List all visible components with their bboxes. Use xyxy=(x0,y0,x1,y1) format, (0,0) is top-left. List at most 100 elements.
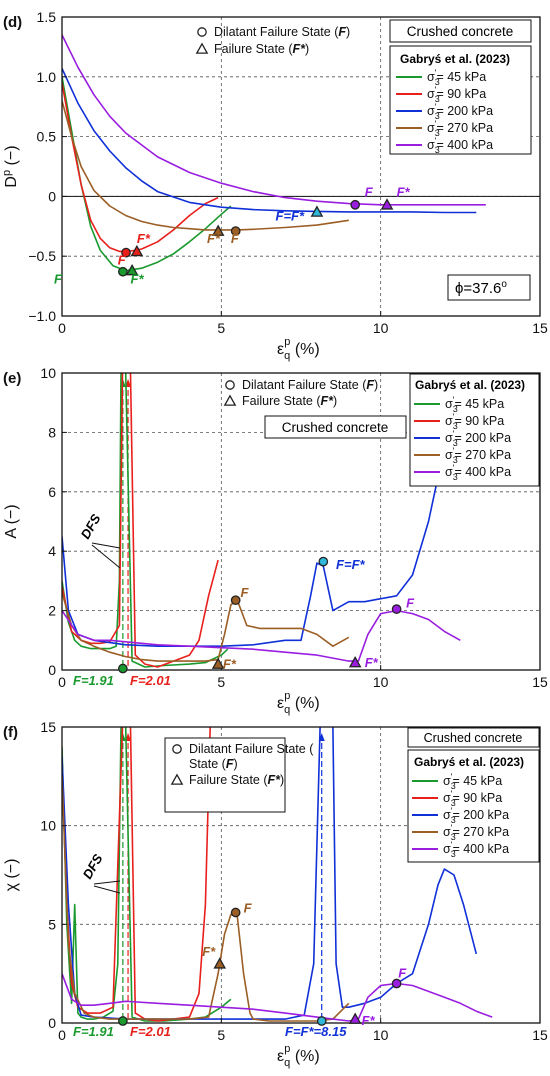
legend-label-s400: σ3'= 400 kPa xyxy=(443,840,509,859)
data-marker-circle xyxy=(118,266,128,277)
legend-fs-close: ) xyxy=(305,42,309,56)
series-line-s45-branch xyxy=(124,727,232,1022)
data-marker-triangle xyxy=(213,957,227,969)
series-line-s400 xyxy=(62,973,493,1022)
marker-annotation: F* xyxy=(137,231,151,246)
phi-sup: o xyxy=(501,279,507,290)
legend-sup: ' xyxy=(451,789,453,799)
legend-fs-sym: F* xyxy=(321,394,335,408)
x-axis-sup: p xyxy=(284,1043,290,1055)
series-line-s270 xyxy=(62,776,350,1022)
data-marker-circle xyxy=(391,978,402,989)
x-axis-sup: p xyxy=(284,336,290,348)
legend-label-s400: σ3'= 400 kPa xyxy=(445,463,511,482)
legend-sup: ' xyxy=(451,772,453,782)
data-marker-circle xyxy=(350,199,361,210)
legend-sigma: σ xyxy=(443,791,451,805)
series-line-s45-branch xyxy=(124,373,229,668)
marker-annotation: F* xyxy=(207,231,221,246)
legend-circle-marker xyxy=(197,27,207,37)
legend-fs-close: ) xyxy=(280,773,284,787)
y-axis-label: Dp (−) xyxy=(1,145,20,187)
x-axis-unit: (%) xyxy=(290,1048,319,1065)
legend-sub: 3 xyxy=(453,404,458,414)
legend-sup: ' xyxy=(453,446,455,456)
dfs-pointer xyxy=(91,542,121,549)
f-value-200: F=F*=8.15 xyxy=(285,1024,347,1039)
legend-dfs-text: Dilatant Failure State ( xyxy=(214,25,339,39)
legend-sigma: σ xyxy=(443,825,451,839)
x-axis-sub: q xyxy=(284,704,290,716)
x-tick-label: 15 xyxy=(532,1027,548,1043)
legend-sup: ' xyxy=(453,429,455,439)
data-marker-triangle xyxy=(211,657,225,669)
legend-value: = 45 kPa xyxy=(436,70,486,84)
legend-fs-text: Failure State ( xyxy=(189,773,268,787)
y-tick-label: 0 xyxy=(48,188,56,204)
legend-value: = 400 kPa xyxy=(452,842,509,856)
data-marker-circle xyxy=(230,226,241,236)
marker-legend-box xyxy=(164,737,286,813)
legend-sigma: σ xyxy=(445,465,453,479)
legend-sub: 3 xyxy=(451,832,456,842)
legend-sigma: σ xyxy=(427,87,435,101)
marker-annotation: F=F* xyxy=(336,557,365,572)
data-marker-circle xyxy=(230,595,241,606)
material-label: Crushed concrete xyxy=(282,420,389,435)
legend-sub: 3 xyxy=(451,815,456,825)
legend-sigma: σ xyxy=(427,104,435,118)
material-label: Crushed concrete xyxy=(407,24,514,39)
y-tick-label: 1.0 xyxy=(37,69,57,85)
series-line-s270 xyxy=(62,100,349,231)
series-line-s200 xyxy=(62,68,477,214)
x-tick-label: 0 xyxy=(58,674,66,690)
legend-sub: 3 xyxy=(435,111,440,121)
legend-sub: 3 xyxy=(451,849,456,859)
legend-sub: 3 xyxy=(453,438,458,448)
legend-box xyxy=(409,373,540,487)
dfs-pointer xyxy=(91,544,121,569)
legend-fs-text: Failure State ( xyxy=(214,42,293,56)
legend-sup: ' xyxy=(435,102,437,112)
legend-value: = 200 kPa xyxy=(436,104,493,118)
marker-annotation: F* xyxy=(223,657,237,672)
panel-letter: (d) xyxy=(3,14,22,31)
y-axis-sup: p xyxy=(1,170,13,176)
legend-title: Gabryś et al. (2023) xyxy=(414,755,524,769)
y-tick-label: 1.5 xyxy=(37,9,57,25)
legend-fs-label: Failure State (F*) xyxy=(214,42,309,56)
x-tick-label: 0 xyxy=(58,320,66,336)
legend-sub: 3 xyxy=(435,128,440,138)
legend-label-s270: σ3'= 270 kPa xyxy=(443,823,509,842)
legend-value: = 400 kPa xyxy=(436,138,493,152)
legend-label-s45: σ3'= 45 kPa xyxy=(443,772,502,791)
legend-sub: 3 xyxy=(451,781,456,791)
series-line-s200 xyxy=(62,476,439,648)
legend-dfs-label: Dilatant Failure State (F) xyxy=(214,25,350,39)
phi-label: ϕ=37.6o xyxy=(455,279,507,297)
material-label: Crushed concrete xyxy=(424,731,523,745)
legend-sub: 3 xyxy=(451,798,456,808)
legend-triangle-marker xyxy=(223,394,237,406)
y-tick-label: −1.0 xyxy=(28,308,56,324)
legend-dfs-label: Dilatant Failure State (F) xyxy=(242,378,378,392)
y-axis-symbol: A (−) xyxy=(3,504,20,538)
legend-sub: 3 xyxy=(435,94,440,104)
legend-sigma: σ xyxy=(427,121,435,135)
data-marker-triangle xyxy=(211,224,225,236)
y-axis-unit: (−) xyxy=(3,145,20,169)
marker-annotation: F xyxy=(244,900,253,915)
legend-dfs-label: Dilatant Failure State ( xyxy=(189,742,314,756)
data-marker-triangle xyxy=(310,205,324,217)
data-marker-circle xyxy=(118,663,128,674)
legend-sup: ' xyxy=(453,463,455,473)
data-marker-triangle xyxy=(380,198,394,210)
legend-sigma: σ xyxy=(445,397,453,411)
legend-box xyxy=(407,749,540,863)
legend-dfs-label-line2: State (F) xyxy=(189,757,238,771)
marker-annotation: F* xyxy=(365,655,379,670)
y-tick-label: 0 xyxy=(48,662,56,678)
y-tick-label: 8 xyxy=(48,424,56,440)
